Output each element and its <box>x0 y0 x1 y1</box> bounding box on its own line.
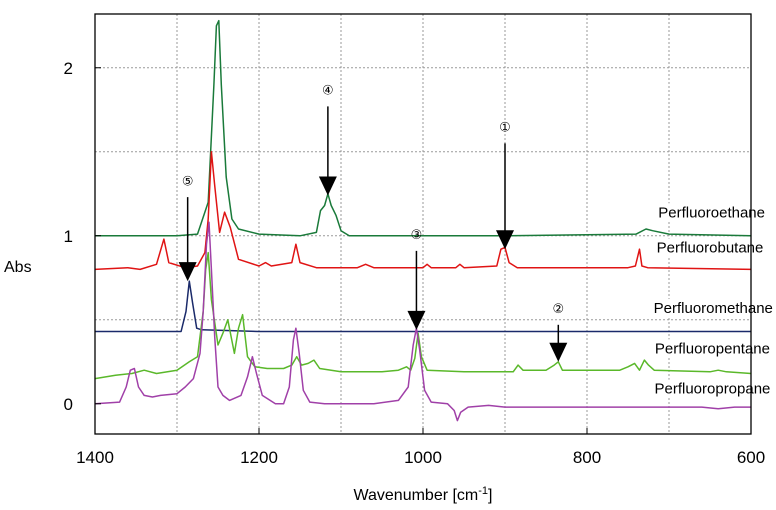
axis-ticks: 1400 1200 1000 800 600 0 1 2 <box>64 59 766 467</box>
x-axis-title-sup: -1 <box>478 485 488 497</box>
series-label-perfluoropentane: Perfluoropentane <box>655 340 770 357</box>
y-tick-label: 2 <box>64 59 73 78</box>
series-line-perfluoropropane <box>94 221 751 422</box>
annotation-arrow-head <box>549 342 568 362</box>
series-label-perfluoromethane: Perfluoromethane <box>654 300 773 317</box>
x-axis-title: Wavenumber [cm-1] <box>353 485 492 504</box>
series-lines <box>94 19 752 422</box>
series-labels: Perfluoroethane Perfluorobutane Perfluorom… <box>642 203 776 398</box>
series-label-perfluoropropane: Perfluoropropane <box>654 381 770 398</box>
x-axis-title-close: ] <box>488 487 492 504</box>
series-label-background <box>642 339 776 358</box>
series-label-background <box>643 299 776 318</box>
annotation-arrow-head <box>318 176 337 196</box>
annotation-arrow-head <box>407 310 426 330</box>
annotation-arrow-head <box>178 262 197 282</box>
series-line-perfluorobutane <box>94 151 752 271</box>
series-line-perfluoroethane <box>95 19 752 237</box>
series-line-perfluoromethane <box>95 280 751 333</box>
annotation-marker-2: ② <box>552 302 564 317</box>
annotation-marker-3: ③ <box>411 228 423 243</box>
series-label-background <box>642 379 776 398</box>
annotation-marker-4: ④ <box>322 84 334 99</box>
x-tick-label: 1200 <box>240 448 278 467</box>
series-label-perfluorobutane: Perfluorobutane <box>657 240 764 257</box>
x-tick-label: 600 <box>737 448 765 467</box>
y-axis-title: Abs <box>4 259 32 276</box>
series-label-background <box>644 238 776 257</box>
x-tick-label: 1000 <box>404 448 442 467</box>
y-tick-label: 1 <box>64 227 73 246</box>
y-tick-label: 0 <box>64 395 73 414</box>
series-label-perfluoroethane: Perfluoroethane <box>658 204 765 221</box>
annotation-arrow-head <box>496 230 514 250</box>
annotation-arrows: ① ② ③ ④ ⑤ <box>178 84 568 362</box>
x-tick-label: 1400 <box>76 448 114 467</box>
series-label-background <box>646 203 776 222</box>
x-tick-label: 800 <box>573 448 601 467</box>
annotation-marker-1: ① <box>499 121 511 136</box>
x-axis-title-main: Wavenumber [cm <box>353 487 478 504</box>
annotation-marker-5: ⑤ <box>182 174 194 189</box>
